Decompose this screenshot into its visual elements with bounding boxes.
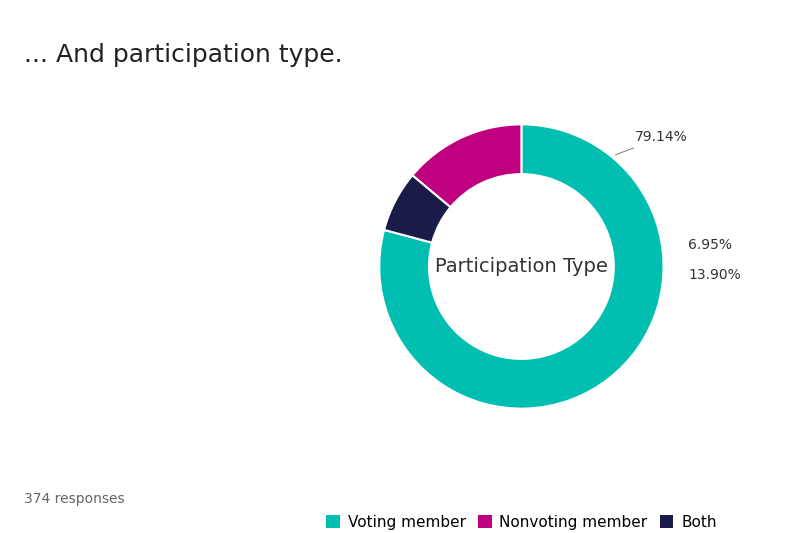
Text: 13.90%: 13.90% xyxy=(668,269,742,282)
Text: 6.95%: 6.95% xyxy=(667,238,732,252)
Text: Participation Type: Participation Type xyxy=(435,257,608,276)
Text: 374 responses: 374 responses xyxy=(24,492,124,506)
Wedge shape xyxy=(379,124,664,409)
Text: ... And participation type.: ... And participation type. xyxy=(24,43,342,67)
Wedge shape xyxy=(412,124,521,207)
Legend: Voting member, Nonvoting member, Both: Voting member, Nonvoting member, Both xyxy=(320,509,723,533)
Text: 79.14%: 79.14% xyxy=(615,130,688,155)
Wedge shape xyxy=(384,175,450,243)
